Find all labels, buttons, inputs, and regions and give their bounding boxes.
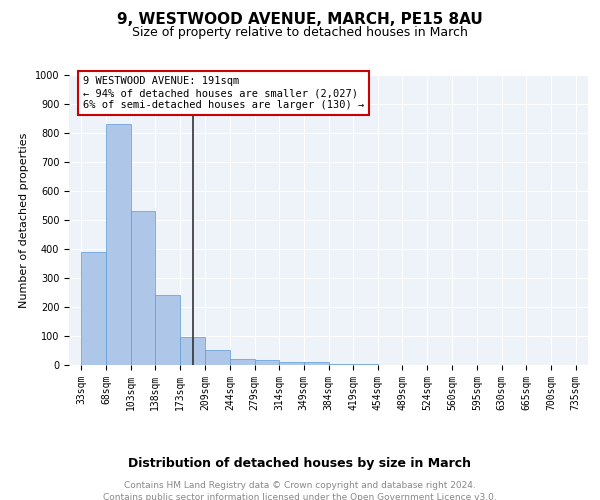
- Bar: [205, 350, 230, 365]
- Bar: [304, 362, 329, 365]
- Text: 9, WESTWOOD AVENUE, MARCH, PE15 8AU: 9, WESTWOOD AVENUE, MARCH, PE15 8AU: [117, 12, 483, 28]
- Bar: [230, 359, 254, 365]
- Text: Size of property relative to detached houses in March: Size of property relative to detached ho…: [132, 26, 468, 39]
- Bar: [131, 212, 155, 365]
- Bar: [155, 296, 180, 365]
- Text: 9 WESTWOOD AVENUE: 191sqm
← 94% of detached houses are smaller (2,027)
6% of sem: 9 WESTWOOD AVENUE: 191sqm ← 94% of detac…: [83, 76, 364, 110]
- Bar: [279, 362, 304, 365]
- Bar: [254, 360, 279, 365]
- Text: Contains HM Land Registry data © Crown copyright and database right 2024.
Contai: Contains HM Land Registry data © Crown c…: [103, 481, 497, 500]
- Bar: [106, 124, 131, 365]
- Text: Distribution of detached houses by size in March: Distribution of detached houses by size …: [128, 458, 472, 470]
- Bar: [329, 364, 353, 365]
- Y-axis label: Number of detached properties: Number of detached properties: [19, 132, 29, 308]
- Bar: [353, 364, 378, 365]
- Bar: [180, 337, 205, 365]
- Bar: [82, 252, 106, 365]
